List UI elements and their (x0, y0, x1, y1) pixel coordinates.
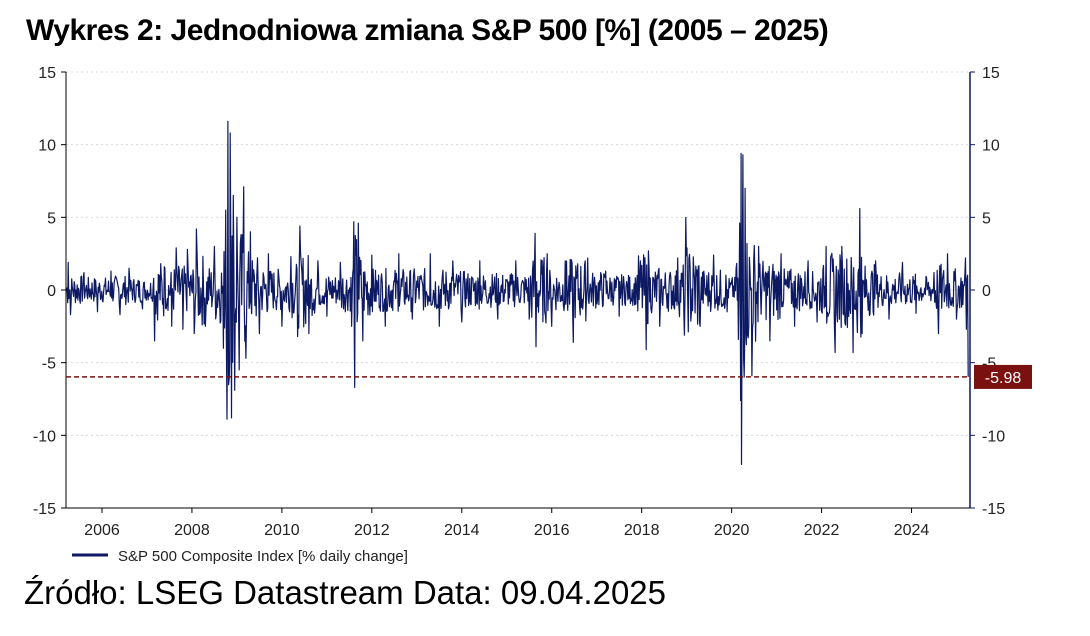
y-tick-label-left: -15 (33, 501, 56, 518)
y-tick-label-right: 5 (982, 210, 991, 227)
series-group (65, 120, 969, 465)
x-tick-label: 2012 (354, 522, 390, 539)
reference-line-group: -5.98 (66, 364, 1032, 389)
y-tick-label-left: -10 (33, 428, 56, 445)
chart-title: Wykres 2: Jednodniowa zmiana S&P 500 [%]… (26, 14, 829, 47)
y-tick-label-right: -15 (982, 501, 1005, 518)
reference-label: -5.98 (985, 370, 1022, 387)
x-tick-label: 2006 (84, 522, 120, 539)
x-tick-label: 2016 (534, 522, 570, 539)
x-tick-label: 2018 (624, 522, 660, 539)
y-tick-label-left: -5 (42, 356, 56, 373)
y-tick-label-right: -10 (982, 428, 1005, 445)
x-tick-label: 2022 (804, 522, 840, 539)
legend: S&P 500 Composite Index [% daily change] (72, 548, 408, 565)
reference-label-box (974, 364, 1032, 389)
y-tick-label-left: 15 (38, 65, 56, 82)
series-line (65, 120, 969, 465)
x-tick-label: 2024 (894, 522, 930, 539)
x-tick-label: 2014 (444, 522, 480, 539)
y-tick-label-left: 5 (47, 210, 56, 227)
legend-label: S&P 500 Composite Index [% daily change] (118, 548, 408, 565)
x-tick-label: 2010 (264, 522, 300, 539)
y-tick-label-right: 10 (982, 138, 1000, 155)
y-tick-label-right: 15 (982, 65, 1000, 82)
x-tick-label: 2020 (714, 522, 750, 539)
x-tick-label: 2008 (174, 522, 210, 539)
y-tick-label-right: 0 (982, 283, 991, 300)
y-tick-label-left: 0 (47, 283, 56, 300)
source-note: Źródło: LSEG Datastream Data: 09.04.2025 (24, 574, 667, 611)
y-tick-label-left: 10 (38, 138, 56, 155)
